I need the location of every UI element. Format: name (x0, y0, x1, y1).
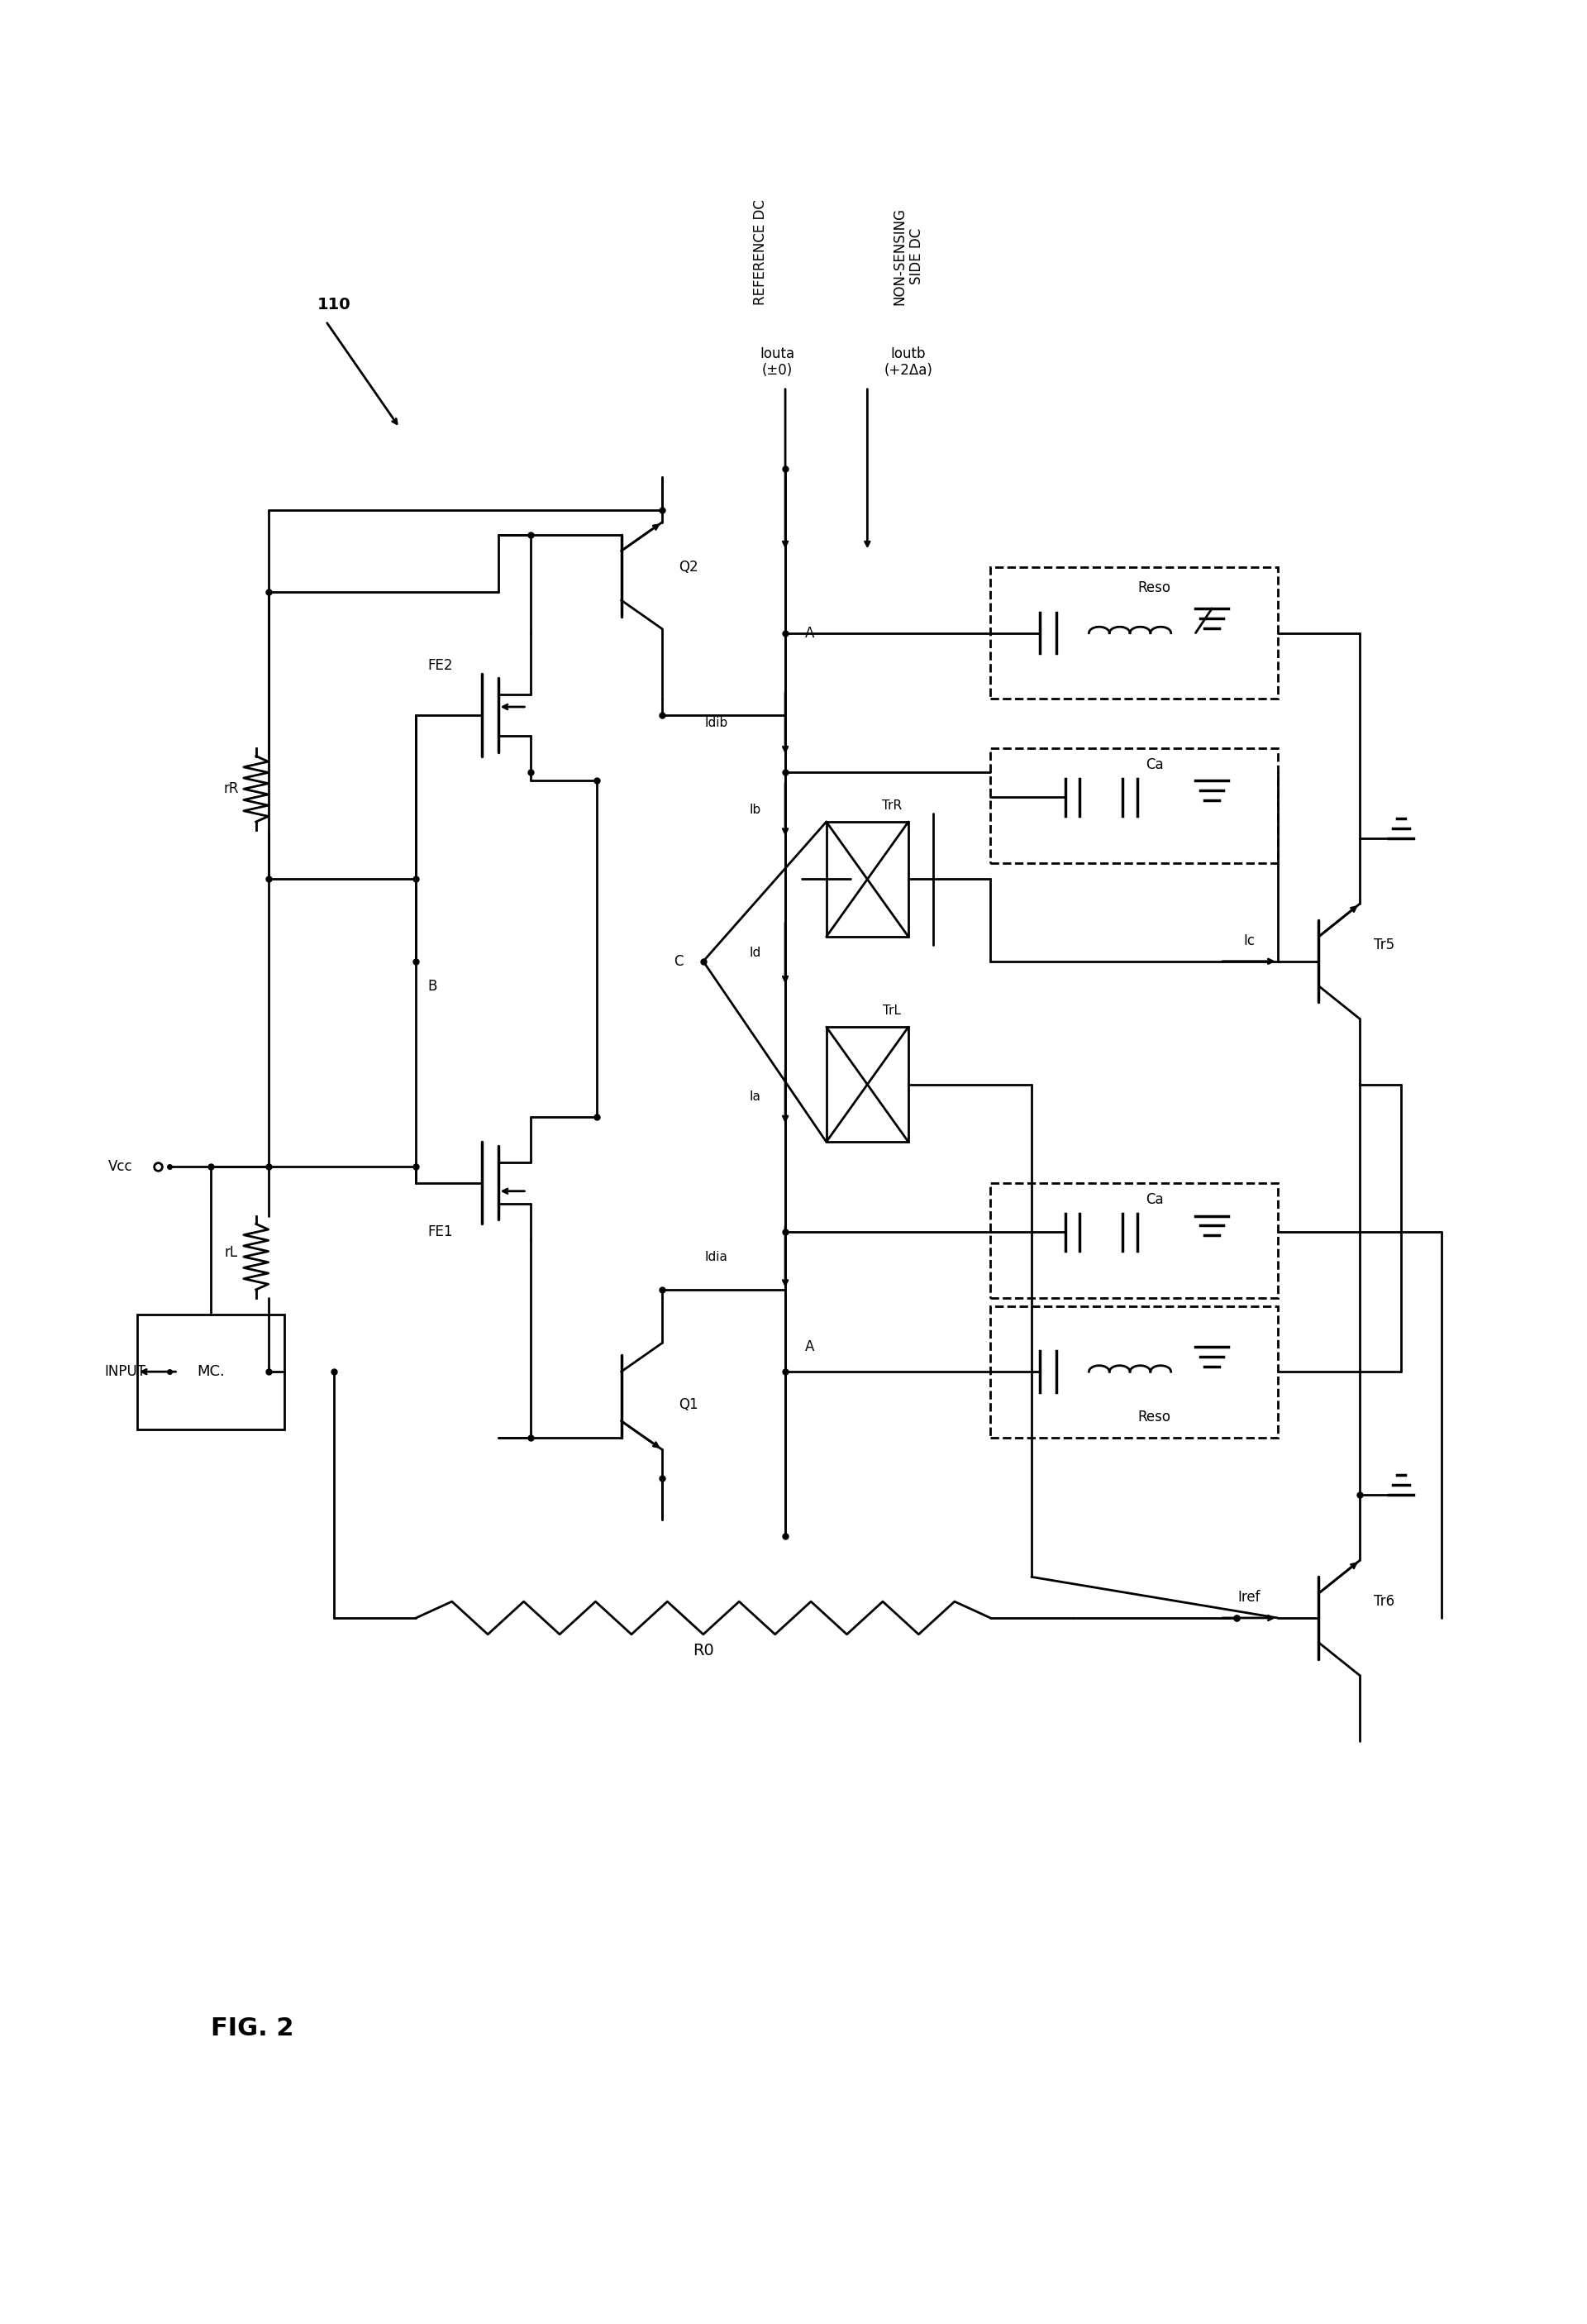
Bar (990, 1183, 1278, 1297)
Text: INPUT: INPUT (105, 1364, 146, 1378)
Text: 110: 110 (317, 297, 351, 311)
Text: Ca: Ca (1146, 1192, 1163, 1206)
Text: Q1: Q1 (679, 1397, 698, 1413)
Text: rR: rR (224, 781, 240, 797)
Text: Ioutb
(+2Δa): Ioutb (+2Δa) (884, 346, 933, 379)
Text: Ib: Ib (749, 804, 760, 816)
Text: Ca: Ca (1146, 758, 1163, 772)
Text: Q2: Q2 (679, 560, 698, 574)
Text: B: B (428, 978, 436, 992)
Text: FE1: FE1 (428, 1225, 454, 1239)
Text: Ia: Ia (749, 1090, 760, 1104)
Text: rL: rL (225, 1246, 238, 1260)
Text: FE2: FE2 (428, 658, 454, 674)
Text: REFERENCE DC: REFERENCE DC (754, 200, 768, 304)
Bar (990, 748, 1278, 862)
Text: Ic: Ic (1243, 934, 1255, 948)
Text: Id: Id (749, 946, 760, 960)
Bar (827, 1027, 908, 1141)
Text: Tr5: Tr5 (1374, 937, 1395, 953)
Bar (827, 823, 908, 937)
Text: R0: R0 (692, 1643, 714, 1659)
Text: Iref: Iref (1238, 1590, 1260, 1606)
Text: A: A (805, 625, 814, 641)
Text: C: C (674, 953, 684, 969)
Text: Idib: Idib (705, 718, 728, 730)
Text: FIG. 2: FIG. 2 (211, 2017, 294, 2040)
Text: A: A (805, 1339, 814, 1355)
Text: Vcc: Vcc (108, 1160, 133, 1174)
Text: TrR: TrR (882, 799, 901, 811)
Bar (990, 1306, 1278, 1436)
Text: Iouta
(±0): Iouta (±0) (760, 346, 795, 379)
Bar (990, 567, 1278, 700)
Text: Reso: Reso (1138, 581, 1171, 595)
Text: Reso: Reso (1138, 1408, 1171, 1425)
Text: TrL: TrL (882, 1004, 901, 1018)
Bar (136, 1315, 284, 1429)
Text: MC.: MC. (197, 1364, 225, 1378)
Text: Tr6: Tr6 (1374, 1594, 1395, 1608)
Text: Idia: Idia (705, 1250, 728, 1262)
Text: NON-SENSING
SIDE DC: NON-SENSING SIDE DC (892, 207, 924, 304)
